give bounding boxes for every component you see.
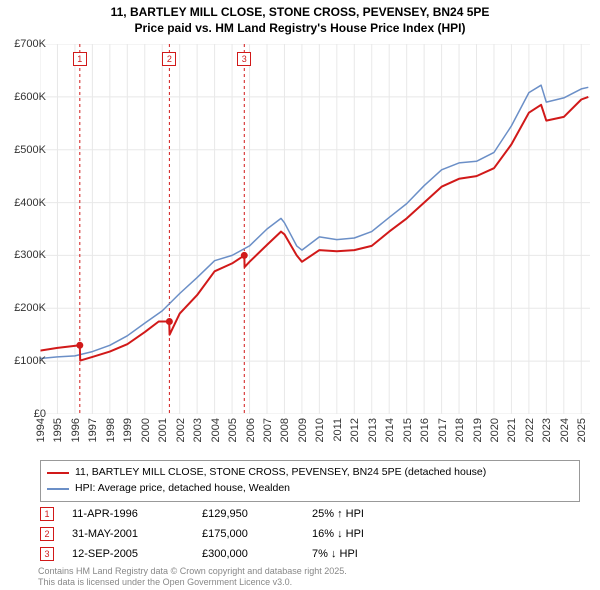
legend-box: 11, BARTLEY MILL CLOSE, STONE CROSS, PEV… (40, 460, 580, 502)
x-axis-label: 2015 (402, 418, 414, 442)
x-axis-label: 1997 (87, 418, 99, 442)
x-axis-label: 2009 (297, 418, 309, 442)
x-axis-label: 2006 (245, 418, 257, 442)
transaction-date: 12-SEP-2005 (72, 548, 202, 560)
transaction-marker: 1 (73, 52, 87, 66)
attribution-line-2: This data is licensed under the Open Gov… (38, 577, 347, 588)
x-axis-label: 2017 (437, 418, 449, 442)
x-axis-label: 2004 (210, 418, 222, 442)
x-axis-label: 2001 (157, 418, 169, 442)
transactions-table: 1 11-APR-1996£129,95025% ↑ HPI 2 31-MAY-200… (40, 504, 580, 564)
x-axis-label: 1996 (70, 418, 82, 442)
x-axis-label: 2012 (349, 418, 361, 442)
legend-label: HPI: Average price, detached house, Weal… (75, 481, 290, 497)
legend-swatch (47, 472, 69, 474)
title-block: 11, BARTLEY MILL CLOSE, STONE CROSS, PEV… (0, 0, 600, 36)
x-axis-label: 2014 (384, 418, 396, 442)
attribution-text: Contains HM Land Registry data © Crown c… (38, 566, 347, 589)
legend-item: 11, BARTLEY MILL CLOSE, STONE CROSS, PEV… (47, 465, 573, 481)
y-axis-label: £600K (14, 91, 46, 103)
x-axis-label: 2007 (262, 418, 274, 442)
x-axis-label: 2016 (419, 418, 431, 442)
transaction-marker: 3 (237, 52, 251, 66)
transaction-row: 2 31-MAY-2001£175,00016% ↓ HPI (40, 524, 580, 544)
transaction-price: £175,000 (202, 528, 312, 540)
transaction-marker-key: 1 (40, 507, 54, 521)
x-axis-label: 1999 (122, 418, 134, 442)
x-axis-label: 2002 (175, 418, 187, 442)
transaction-delta: 16% ↓ HPI (312, 528, 432, 540)
x-axis-label: 2019 (472, 418, 484, 442)
x-axis-label: 2020 (489, 418, 501, 442)
transaction-date: 11-APR-1996 (72, 508, 202, 520)
chart-container: 11, BARTLEY MILL CLOSE, STONE CROSS, PEV… (0, 0, 600, 590)
transaction-price: £129,950 (202, 508, 312, 520)
x-axis-label: 1994 (35, 418, 47, 442)
y-axis-label: £100K (14, 355, 46, 367)
x-axis-label: 2018 (454, 418, 466, 442)
x-axis-label: 2023 (541, 418, 553, 442)
y-axis-label: £700K (14, 38, 46, 50)
x-axis-label: 1995 (52, 418, 64, 442)
legend-item: HPI: Average price, detached house, Weal… (47, 481, 573, 497)
x-axis-label: 2010 (314, 418, 326, 442)
title-line-1: 11, BARTLEY MILL CLOSE, STONE CROSS, PEV… (0, 4, 600, 20)
x-axis-label: 2021 (506, 418, 518, 442)
y-axis-label: £200K (14, 302, 46, 314)
transaction-marker: 2 (162, 52, 176, 66)
x-axis-label: 2008 (279, 418, 291, 442)
transaction-delta: 25% ↑ HPI (312, 508, 432, 520)
chart-plot-area (40, 44, 590, 414)
transaction-row: 3 12-SEP-2005£300,0007% ↓ HPI (40, 544, 580, 564)
legend-swatch (47, 488, 69, 490)
y-axis-label: £300K (14, 249, 46, 261)
transaction-price: £300,000 (202, 548, 312, 560)
transaction-delta: 7% ↓ HPI (312, 548, 432, 560)
y-axis-label: £400K (14, 197, 46, 209)
x-axis-label: 2003 (192, 418, 204, 442)
x-axis-label: 2025 (576, 418, 588, 442)
x-axis-label: 2022 (524, 418, 536, 442)
x-axis-label: 2024 (559, 418, 571, 442)
transaction-marker-key: 3 (40, 547, 54, 561)
x-axis-label: 1998 (105, 418, 117, 442)
transaction-date: 31-MAY-2001 (72, 528, 202, 540)
y-axis-label: £500K (14, 144, 46, 156)
x-axis-label: 2005 (227, 418, 239, 442)
transaction-marker-key: 2 (40, 527, 54, 541)
x-axis-label: 2000 (140, 418, 152, 442)
x-axis-label: 2011 (332, 418, 344, 442)
x-axis-label: 2013 (367, 418, 379, 442)
legend-label: 11, BARTLEY MILL CLOSE, STONE CROSS, PEV… (75, 465, 486, 481)
attribution-line-1: Contains HM Land Registry data © Crown c… (38, 566, 347, 577)
title-line-2: Price paid vs. HM Land Registry's House … (0, 20, 600, 36)
chart-svg (40, 44, 590, 414)
transaction-row: 1 11-APR-1996£129,95025% ↑ HPI (40, 504, 580, 524)
